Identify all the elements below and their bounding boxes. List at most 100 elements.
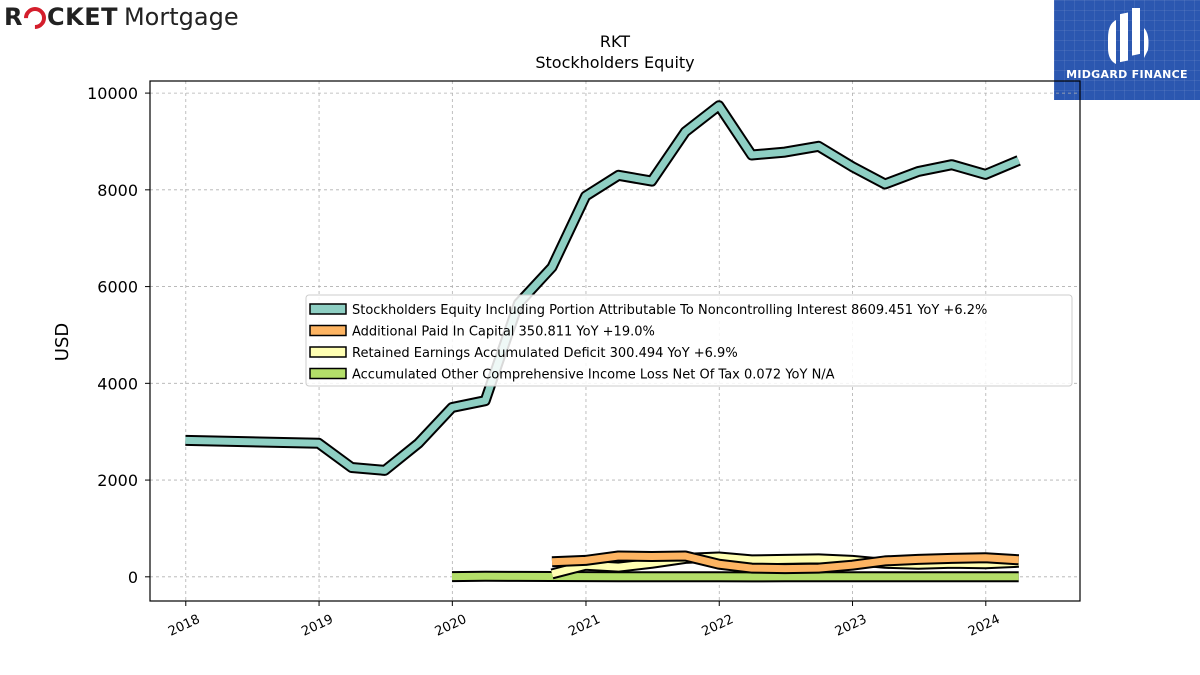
data-point: [618, 576, 619, 577]
data-point: [685, 131, 686, 132]
data-point: [651, 181, 652, 182]
data-point: [585, 196, 586, 197]
y-tick-label: 8000: [97, 181, 138, 200]
data-point: [985, 563, 986, 564]
data-point: [452, 576, 453, 577]
data-point: [818, 576, 819, 577]
data-point: [918, 576, 919, 577]
legend-swatch-1: [309, 324, 347, 337]
data-point: [718, 576, 719, 577]
logo-text-cket: CKET: [46, 3, 118, 31]
data-point: [951, 576, 952, 577]
data-point: [885, 560, 886, 561]
legend: Stockholders Equity Including Portion At…: [305, 294, 1073, 387]
data-point: [1018, 559, 1019, 560]
data-point: [985, 576, 986, 577]
data-point: [985, 557, 986, 558]
data-point: [651, 576, 652, 577]
data-point: [185, 440, 186, 441]
y-tick-label: 4000: [97, 374, 138, 393]
series-layer: [185, 100, 1021, 583]
y-tick-label: 0: [128, 568, 138, 587]
data-point: [418, 443, 419, 444]
data-point: [1018, 576, 1019, 577]
data-point: [951, 558, 952, 559]
data-point: [751, 559, 752, 560]
midgard-emblem-icon: [1108, 8, 1149, 64]
data-point: [685, 576, 686, 577]
data-point: [384, 470, 385, 471]
midgard-finance-logo: MIDGARD FINANCE: [1054, 0, 1200, 100]
data-point: [718, 557, 719, 558]
data-point: [852, 565, 853, 566]
data-point: [885, 184, 886, 185]
data-point: [618, 175, 619, 176]
data-point: [1018, 160, 1019, 161]
data-point: [585, 576, 586, 577]
logo-text-r: R: [4, 3, 23, 31]
data-point: [585, 560, 586, 561]
data-point: [852, 576, 853, 577]
data-point: [618, 567, 619, 568]
data-point: [718, 105, 719, 106]
legend-box: [305, 294, 1073, 387]
data-point: [818, 568, 819, 569]
plot-frame: [149, 80, 1081, 602]
x-tick-label: 2021: [566, 612, 602, 640]
logo-text-mortgage: Mortgage: [123, 3, 239, 31]
legend-label-2: Retained Earnings Accumulated Deficit 30…: [352, 346, 738, 361]
data-point: [552, 561, 553, 562]
x-tick-label: 2024: [966, 612, 1002, 640]
data-point: [651, 563, 652, 564]
data-point: [485, 576, 486, 577]
x-tick-label: 2023: [833, 612, 869, 640]
data-point: [552, 267, 553, 268]
data-point: [785, 568, 786, 569]
legend-label-3: Accumulated Other Comprehensive Income L…: [352, 368, 835, 383]
data-point: [518, 576, 519, 577]
data-point: [751, 576, 752, 577]
data-point: [552, 573, 553, 574]
data-point: [751, 155, 752, 156]
legend-swatch-0: [309, 303, 347, 315]
data-point: [852, 166, 853, 167]
y-tick-label: 2000: [97, 471, 138, 490]
legend-swatch-3: [309, 367, 347, 380]
legend-label-1: Additional Paid In Capital 350.811 YoY +…: [352, 325, 655, 340]
data-point: [951, 164, 952, 165]
data-point: [985, 174, 986, 175]
data-point: [785, 152, 786, 153]
data-point: [918, 171, 919, 172]
data-point: [818, 146, 819, 147]
series-outline-0: [185, 100, 1021, 476]
series-line-3: [451, 572, 1019, 581]
y-tick-label: 10000: [87, 84, 138, 103]
data-point: [318, 443, 319, 444]
x-tick-label: 2020: [433, 612, 469, 640]
data-point: [351, 467, 352, 468]
rocket-mortgage-logo: R CKET Mortgage: [4, 2, 239, 34]
chart-title: RKT: [600, 32, 630, 51]
data-point: [751, 568, 752, 569]
chart-subtitle: Stockholders Equity: [535, 53, 694, 72]
legend-label-0: Stockholders Equity Including Portion At…: [352, 303, 987, 318]
data-point: [651, 556, 652, 557]
data-point: [685, 556, 686, 557]
data-point: [918, 559, 919, 560]
data-point: [618, 556, 619, 557]
data-point: [552, 576, 553, 577]
data-point: [452, 407, 453, 408]
data-point: [718, 564, 719, 565]
x-tick-label: 2018: [166, 612, 202, 640]
x-tick-label: 2022: [700, 612, 736, 640]
legend-swatch-2: [309, 346, 347, 358]
data-point: [885, 576, 886, 577]
y-tick-label: 6000: [97, 278, 138, 297]
data-point: [785, 559, 786, 560]
data-point: [785, 576, 786, 577]
y-axis-label: USD: [52, 323, 73, 361]
x-tick-label: 2019: [299, 612, 335, 640]
series-line-0: [185, 102, 1021, 474]
data-point: [818, 558, 819, 559]
